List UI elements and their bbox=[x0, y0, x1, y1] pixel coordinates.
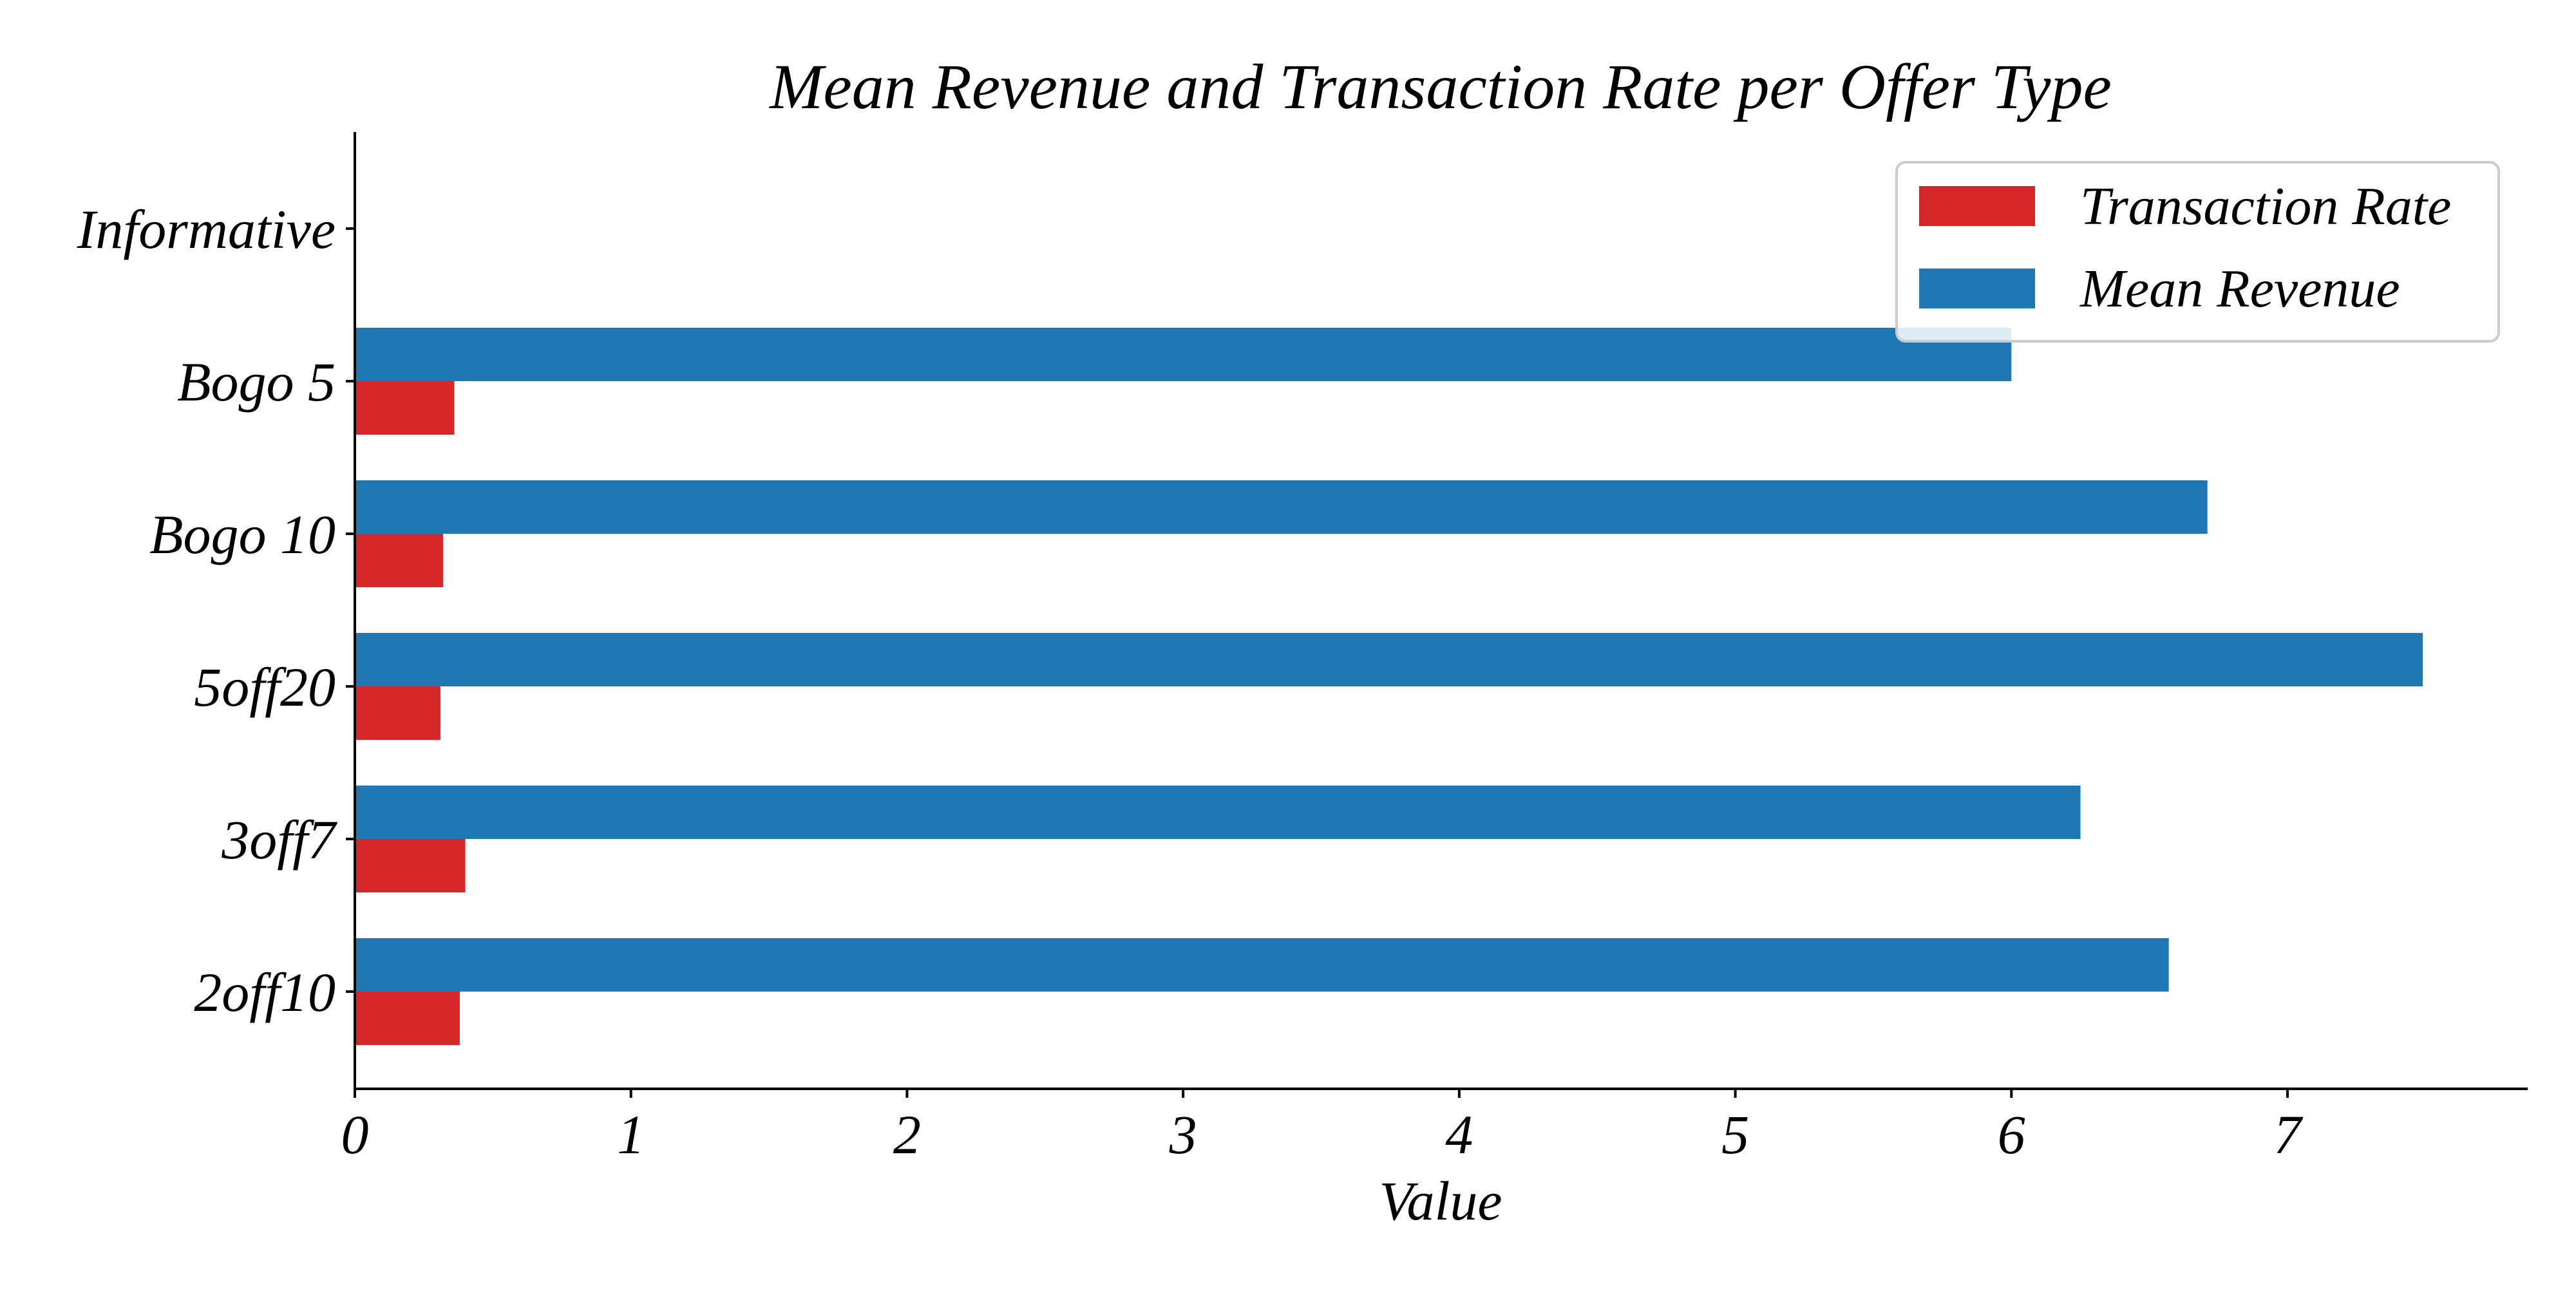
y-tick-label: Informative bbox=[77, 198, 336, 260]
legend-frame bbox=[1895, 161, 2500, 343]
bar-mean-revenue-2off10 bbox=[355, 938, 2169, 992]
x-tick-label: 1 bbox=[617, 1104, 645, 1165]
bar-transaction-rate-3off7 bbox=[355, 839, 466, 892]
x-tick-label: 0 bbox=[341, 1104, 369, 1165]
y-tick-label: Bogo 5 bbox=[177, 351, 336, 413]
y-tick-label: 5off20 bbox=[194, 656, 336, 718]
bar-mean-revenue-bogo-5 bbox=[355, 328, 2012, 381]
y-tick-label: 3off7 bbox=[221, 809, 337, 871]
x-tick-label: 7 bbox=[2274, 1104, 2304, 1165]
bar-mean-revenue-5off20 bbox=[355, 633, 2423, 686]
y-ticks-layer: 2off10 3off7 5off20 Bogo 10 Bogo 5 Informativ… bbox=[77, 198, 355, 1023]
x-ticks-layer: 0 1 2 3 4 5 6 7 bbox=[341, 1089, 2304, 1165]
x-tick-label: 3 bbox=[1169, 1104, 1197, 1165]
bar-transaction-rate-5off20 bbox=[355, 686, 440, 740]
y-tick-label: 2off10 bbox=[194, 961, 336, 1023]
x-axis-label: Value bbox=[1379, 1170, 1502, 1232]
legend-entries: Transaction Rate Mean Revenue bbox=[1919, 176, 2451, 319]
x-tick-label: 2 bbox=[893, 1104, 921, 1165]
x-tick-label: 6 bbox=[1998, 1104, 2025, 1165]
bars-layer bbox=[355, 328, 2423, 1045]
legend: Transaction Rate Mean Revenue bbox=[1895, 161, 2500, 343]
x-tick-label: 4 bbox=[1445, 1104, 1473, 1165]
x-tick-label: 5 bbox=[1721, 1104, 1749, 1165]
bar-transaction-rate-bogo-5 bbox=[355, 381, 455, 435]
legend-label-transaction-rate: Transaction Rate bbox=[2080, 176, 2451, 236]
legend-label-mean-revenue: Mean Revenue bbox=[2079, 259, 2400, 319]
chart-title: Mean Revenue and Transaction Rate per Of… bbox=[768, 51, 2112, 122]
bar-mean-revenue-bogo-10 bbox=[355, 480, 2208, 534]
bar-transaction-rate-2off10 bbox=[355, 992, 460, 1045]
bar-transaction-rate-bogo-10 bbox=[355, 534, 444, 587]
legend-swatch-transaction-rate bbox=[1919, 186, 2035, 226]
legend-swatch-mean-revenue bbox=[1919, 269, 2035, 308]
y-tick-label: Bogo 10 bbox=[149, 504, 336, 565]
bar-mean-revenue-3off7 bbox=[355, 786, 2081, 839]
